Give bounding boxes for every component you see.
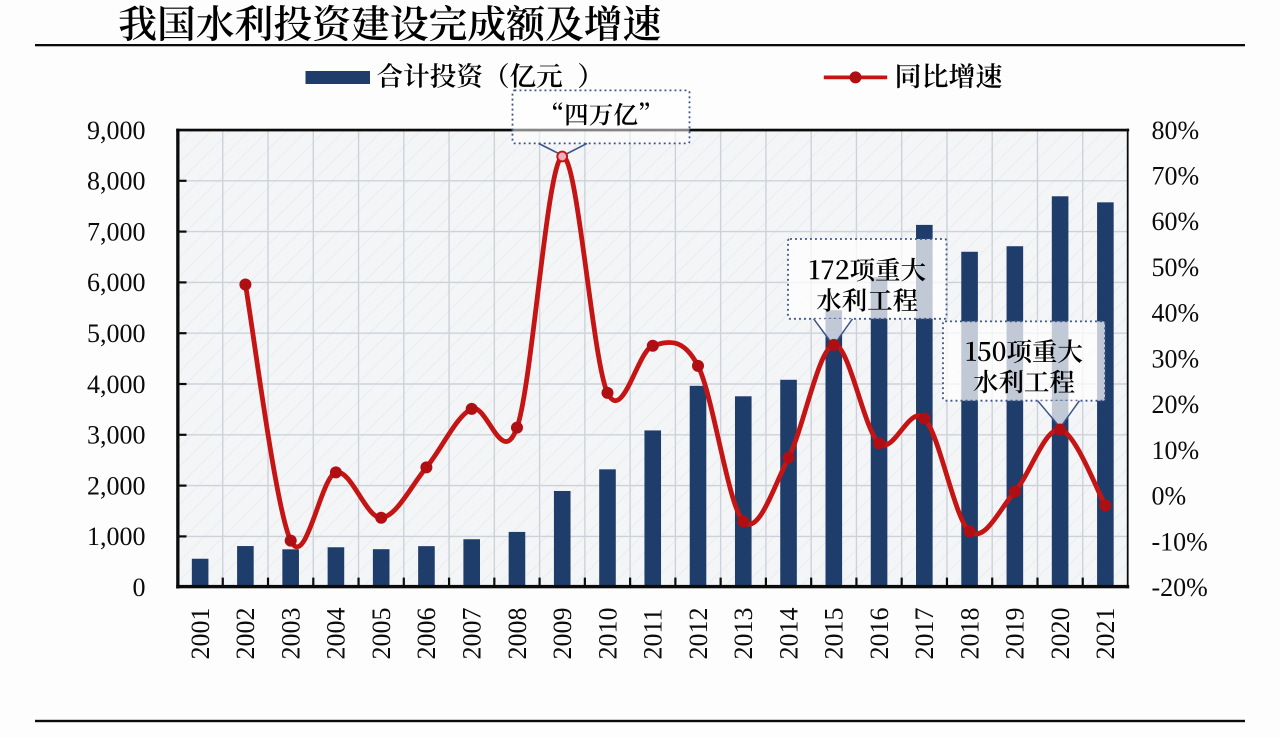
svg-text:60%: 60% — [1152, 207, 1200, 236]
svg-text:9,000: 9,000 — [87, 116, 146, 145]
svg-text:2014: 2014 — [774, 608, 803, 660]
svg-text:2007: 2007 — [458, 608, 487, 660]
svg-text:2006: 2006 — [412, 608, 441, 660]
svg-text:2,000: 2,000 — [87, 471, 146, 500]
svg-text:-20%: -20% — [1152, 573, 1208, 602]
svg-text:20%: 20% — [1152, 390, 1200, 419]
svg-text:2018: 2018 — [955, 608, 984, 660]
svg-text:2017: 2017 — [910, 608, 939, 660]
svg-text:2019: 2019 — [1001, 608, 1030, 660]
svg-text:2009: 2009 — [548, 608, 577, 660]
svg-text:2010: 2010 — [593, 608, 622, 660]
svg-text:50%: 50% — [1152, 253, 1200, 282]
svg-text:70%: 70% — [1152, 162, 1200, 191]
svg-text:1,000: 1,000 — [87, 522, 146, 551]
svg-text:40%: 40% — [1152, 299, 1200, 328]
svg-text:7,000: 7,000 — [87, 217, 146, 246]
svg-text:2011: 2011 — [639, 608, 668, 659]
svg-text:3,000: 3,000 — [87, 421, 146, 450]
svg-text:2002: 2002 — [231, 608, 260, 660]
svg-text:4,000: 4,000 — [87, 370, 146, 399]
svg-text:80%: 80% — [1152, 116, 1200, 145]
svg-text:2020: 2020 — [1046, 608, 1075, 660]
svg-text:2005: 2005 — [367, 608, 396, 660]
svg-text:10%: 10% — [1152, 436, 1200, 465]
svg-text:2004: 2004 — [322, 608, 351, 660]
svg-text:0: 0 — [133, 573, 146, 602]
svg-text:0%: 0% — [1152, 482, 1187, 511]
svg-text:2003: 2003 — [277, 608, 306, 660]
svg-text:2008: 2008 — [503, 608, 532, 660]
svg-text:30%: 30% — [1152, 344, 1200, 373]
svg-text:2016: 2016 — [865, 608, 894, 660]
svg-text:2001: 2001 — [186, 608, 215, 660]
svg-text:2015: 2015 — [820, 608, 849, 660]
svg-text:8,000: 8,000 — [87, 167, 146, 196]
svg-text:2013: 2013 — [729, 608, 758, 660]
svg-text:2012: 2012 — [684, 608, 713, 660]
svg-text:-10%: -10% — [1152, 527, 1208, 556]
svg-text:5,000: 5,000 — [87, 319, 146, 348]
svg-text:6,000: 6,000 — [87, 268, 146, 297]
svg-text:2021: 2021 — [1091, 608, 1120, 660]
